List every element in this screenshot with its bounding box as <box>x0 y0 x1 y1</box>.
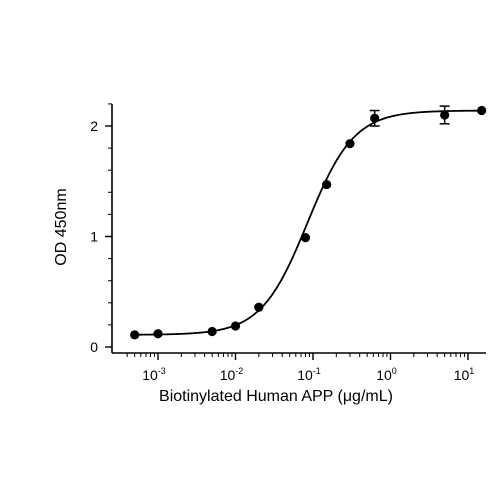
x-tick-base: 10 <box>376 367 392 383</box>
data-point <box>300 233 311 243</box>
x-tick-exponent: -2 <box>235 366 243 376</box>
x-tick-exponent: 1 <box>469 366 474 376</box>
data-point <box>230 321 241 331</box>
x-tick-base: 10 <box>297 367 313 383</box>
x-tick-label: 10-1 <box>297 366 321 383</box>
x-tick-label: 100 <box>376 366 397 383</box>
data-point <box>370 113 380 123</box>
y-axis-title: OD 450nm <box>53 188 70 265</box>
x-axis-title: Biotinylated Human APP (μg/mL) <box>159 388 393 405</box>
data-point <box>207 326 217 337</box>
y-ticks: 0 1 2 <box>90 103 112 355</box>
x-tick-exponent: -3 <box>158 366 166 376</box>
data-point <box>130 330 140 340</box>
data-point <box>440 110 450 120</box>
points-layer <box>130 105 487 340</box>
x-tick-exponent: 0 <box>392 366 397 376</box>
fit-layer <box>131 109 482 336</box>
data-point <box>477 105 487 116</box>
data-point <box>153 329 163 339</box>
data-point <box>254 302 264 312</box>
y-tick-label: 2 <box>90 118 98 134</box>
x-tick-label: 10-2 <box>220 366 244 383</box>
axes <box>111 104 486 354</box>
y-tick-label: 0 <box>90 339 98 355</box>
x-tick-label: 10-3 <box>142 366 166 383</box>
data-point <box>345 139 355 149</box>
y-tick-label: 1 <box>90 229 98 245</box>
x-tick-label: 101 <box>454 366 475 383</box>
x-tick-base: 10 <box>220 367 236 383</box>
data-point <box>322 179 332 190</box>
x-tick-base: 10 <box>142 367 158 383</box>
fit-curve <box>131 109 482 336</box>
x-tick-exponent: -1 <box>313 366 321 376</box>
x-ticks: 10-3 10-2 10-1 100 101 <box>126 353 475 383</box>
x-tick-base: 10 <box>454 367 470 383</box>
